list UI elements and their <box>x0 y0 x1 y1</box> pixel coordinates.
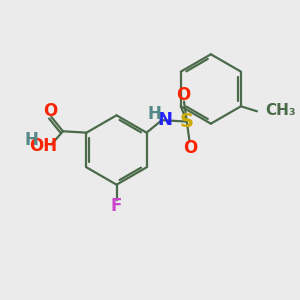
Text: N: N <box>158 112 173 130</box>
Text: OH: OH <box>29 137 58 155</box>
Text: O: O <box>176 86 190 104</box>
Text: O: O <box>183 139 197 157</box>
Text: O: O <box>43 102 57 120</box>
Text: H: H <box>24 130 38 148</box>
Text: CH₃: CH₃ <box>265 103 296 118</box>
Text: F: F <box>111 197 122 215</box>
Text: H: H <box>148 105 162 123</box>
Text: S: S <box>180 112 194 131</box>
